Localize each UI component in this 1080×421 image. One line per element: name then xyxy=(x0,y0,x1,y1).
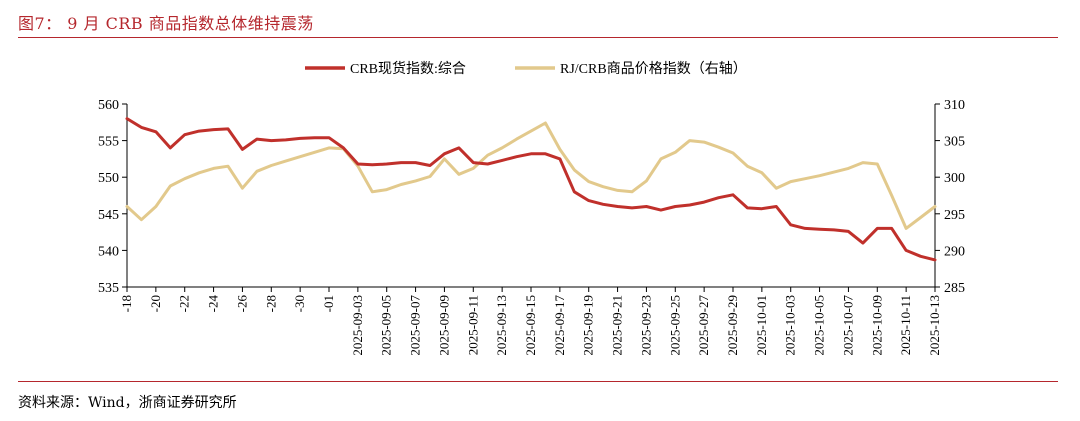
x-tick-label: 2025-10-07 xyxy=(840,295,855,356)
x-tick-label: 2025-09-11 xyxy=(465,295,480,355)
x-tick-label: -22 xyxy=(177,295,192,312)
x-tick-label: 2025-09-17 xyxy=(552,295,567,356)
right-tick-label: 290 xyxy=(944,244,965,259)
x-tick-label: -20 xyxy=(148,295,163,312)
x-tick-label: 2025-10-11 xyxy=(898,295,913,355)
right-tick-label: 310 xyxy=(944,98,965,113)
source-divider xyxy=(18,381,1058,382)
x-tick-label: 2025-09-05 xyxy=(379,295,394,356)
x-tick-label: 2025-09-21 xyxy=(610,295,625,356)
x-tick-label: 2025-10-13 xyxy=(927,295,942,356)
right-tick-label: 285 xyxy=(944,281,965,296)
left-tick-label: 540 xyxy=(98,244,119,259)
x-tick-label: -18 xyxy=(119,295,134,312)
chart-legend: CRB现货指数:综合 RJ/CRB商品价格指数（右轴） xyxy=(305,60,747,77)
x-tick-label: -24 xyxy=(206,295,221,313)
right-tick-label: 300 xyxy=(944,171,965,186)
chart-series xyxy=(125,117,937,262)
x-tick-label: 2025-10-03 xyxy=(783,295,798,356)
figure-title: 图7： 9 月 CRB 商品指数总体维持震荡 xyxy=(18,14,314,33)
right-tick-label: 295 xyxy=(944,208,965,223)
chart-axes: 560 555 550 545 540 535 310 305 300 295 290 285 xyxy=(98,98,965,296)
series-line-crb-spot xyxy=(125,117,937,262)
legend-label-crb-spot: CRB现货指数:综合 xyxy=(350,60,466,77)
left-tick-label: 545 xyxy=(98,208,119,223)
series-line-rj-crb xyxy=(125,121,937,230)
x-tick-label: -26 xyxy=(234,295,249,313)
left-tick-label: 535 xyxy=(98,281,119,296)
x-tick-label: 2025-09-29 xyxy=(725,295,740,356)
left-tick-label: 555 xyxy=(98,135,119,150)
x-tick-label: 2025-09-25 xyxy=(667,295,682,356)
x-tick-label: 2025-09-27 xyxy=(696,295,711,356)
left-tick-label: 560 xyxy=(98,98,119,113)
x-tick-label: -30 xyxy=(292,295,307,312)
x-tick-label: 2025-09-07 xyxy=(408,295,423,356)
x-tick-label: 2025-09-09 xyxy=(436,295,451,356)
x-tick-label: 2025-09-13 xyxy=(494,295,509,356)
x-tick-label: -28 xyxy=(263,295,278,312)
legend-label-rj-crb: RJ/CRB商品价格指数（右轴） xyxy=(560,61,747,77)
title-divider xyxy=(18,37,1058,38)
x-tick-label: 2025-10-09 xyxy=(869,295,884,356)
x-tick-label: 2025-10-05 xyxy=(812,295,827,356)
x-tick-label: 2025-09-03 xyxy=(350,295,365,356)
x-tick-label: 2025-09-15 xyxy=(523,295,538,356)
right-tick-label: 305 xyxy=(944,135,965,150)
x-axis-ticks: -18 -20 -22 -24 -26 -28 -30 -01 2025-09-03 2025-0… xyxy=(119,287,942,356)
x-tick-label: 2025-09-23 xyxy=(638,295,653,356)
source-note: 资料来源：Wind，浙商证券研究所 xyxy=(18,395,237,411)
x-tick-label: 2025-09-19 xyxy=(581,295,596,356)
x-tick-label: -01 xyxy=(321,295,336,312)
left-tick-label: 550 xyxy=(98,171,119,186)
x-tick-label: 2025-10-01 xyxy=(754,295,769,356)
